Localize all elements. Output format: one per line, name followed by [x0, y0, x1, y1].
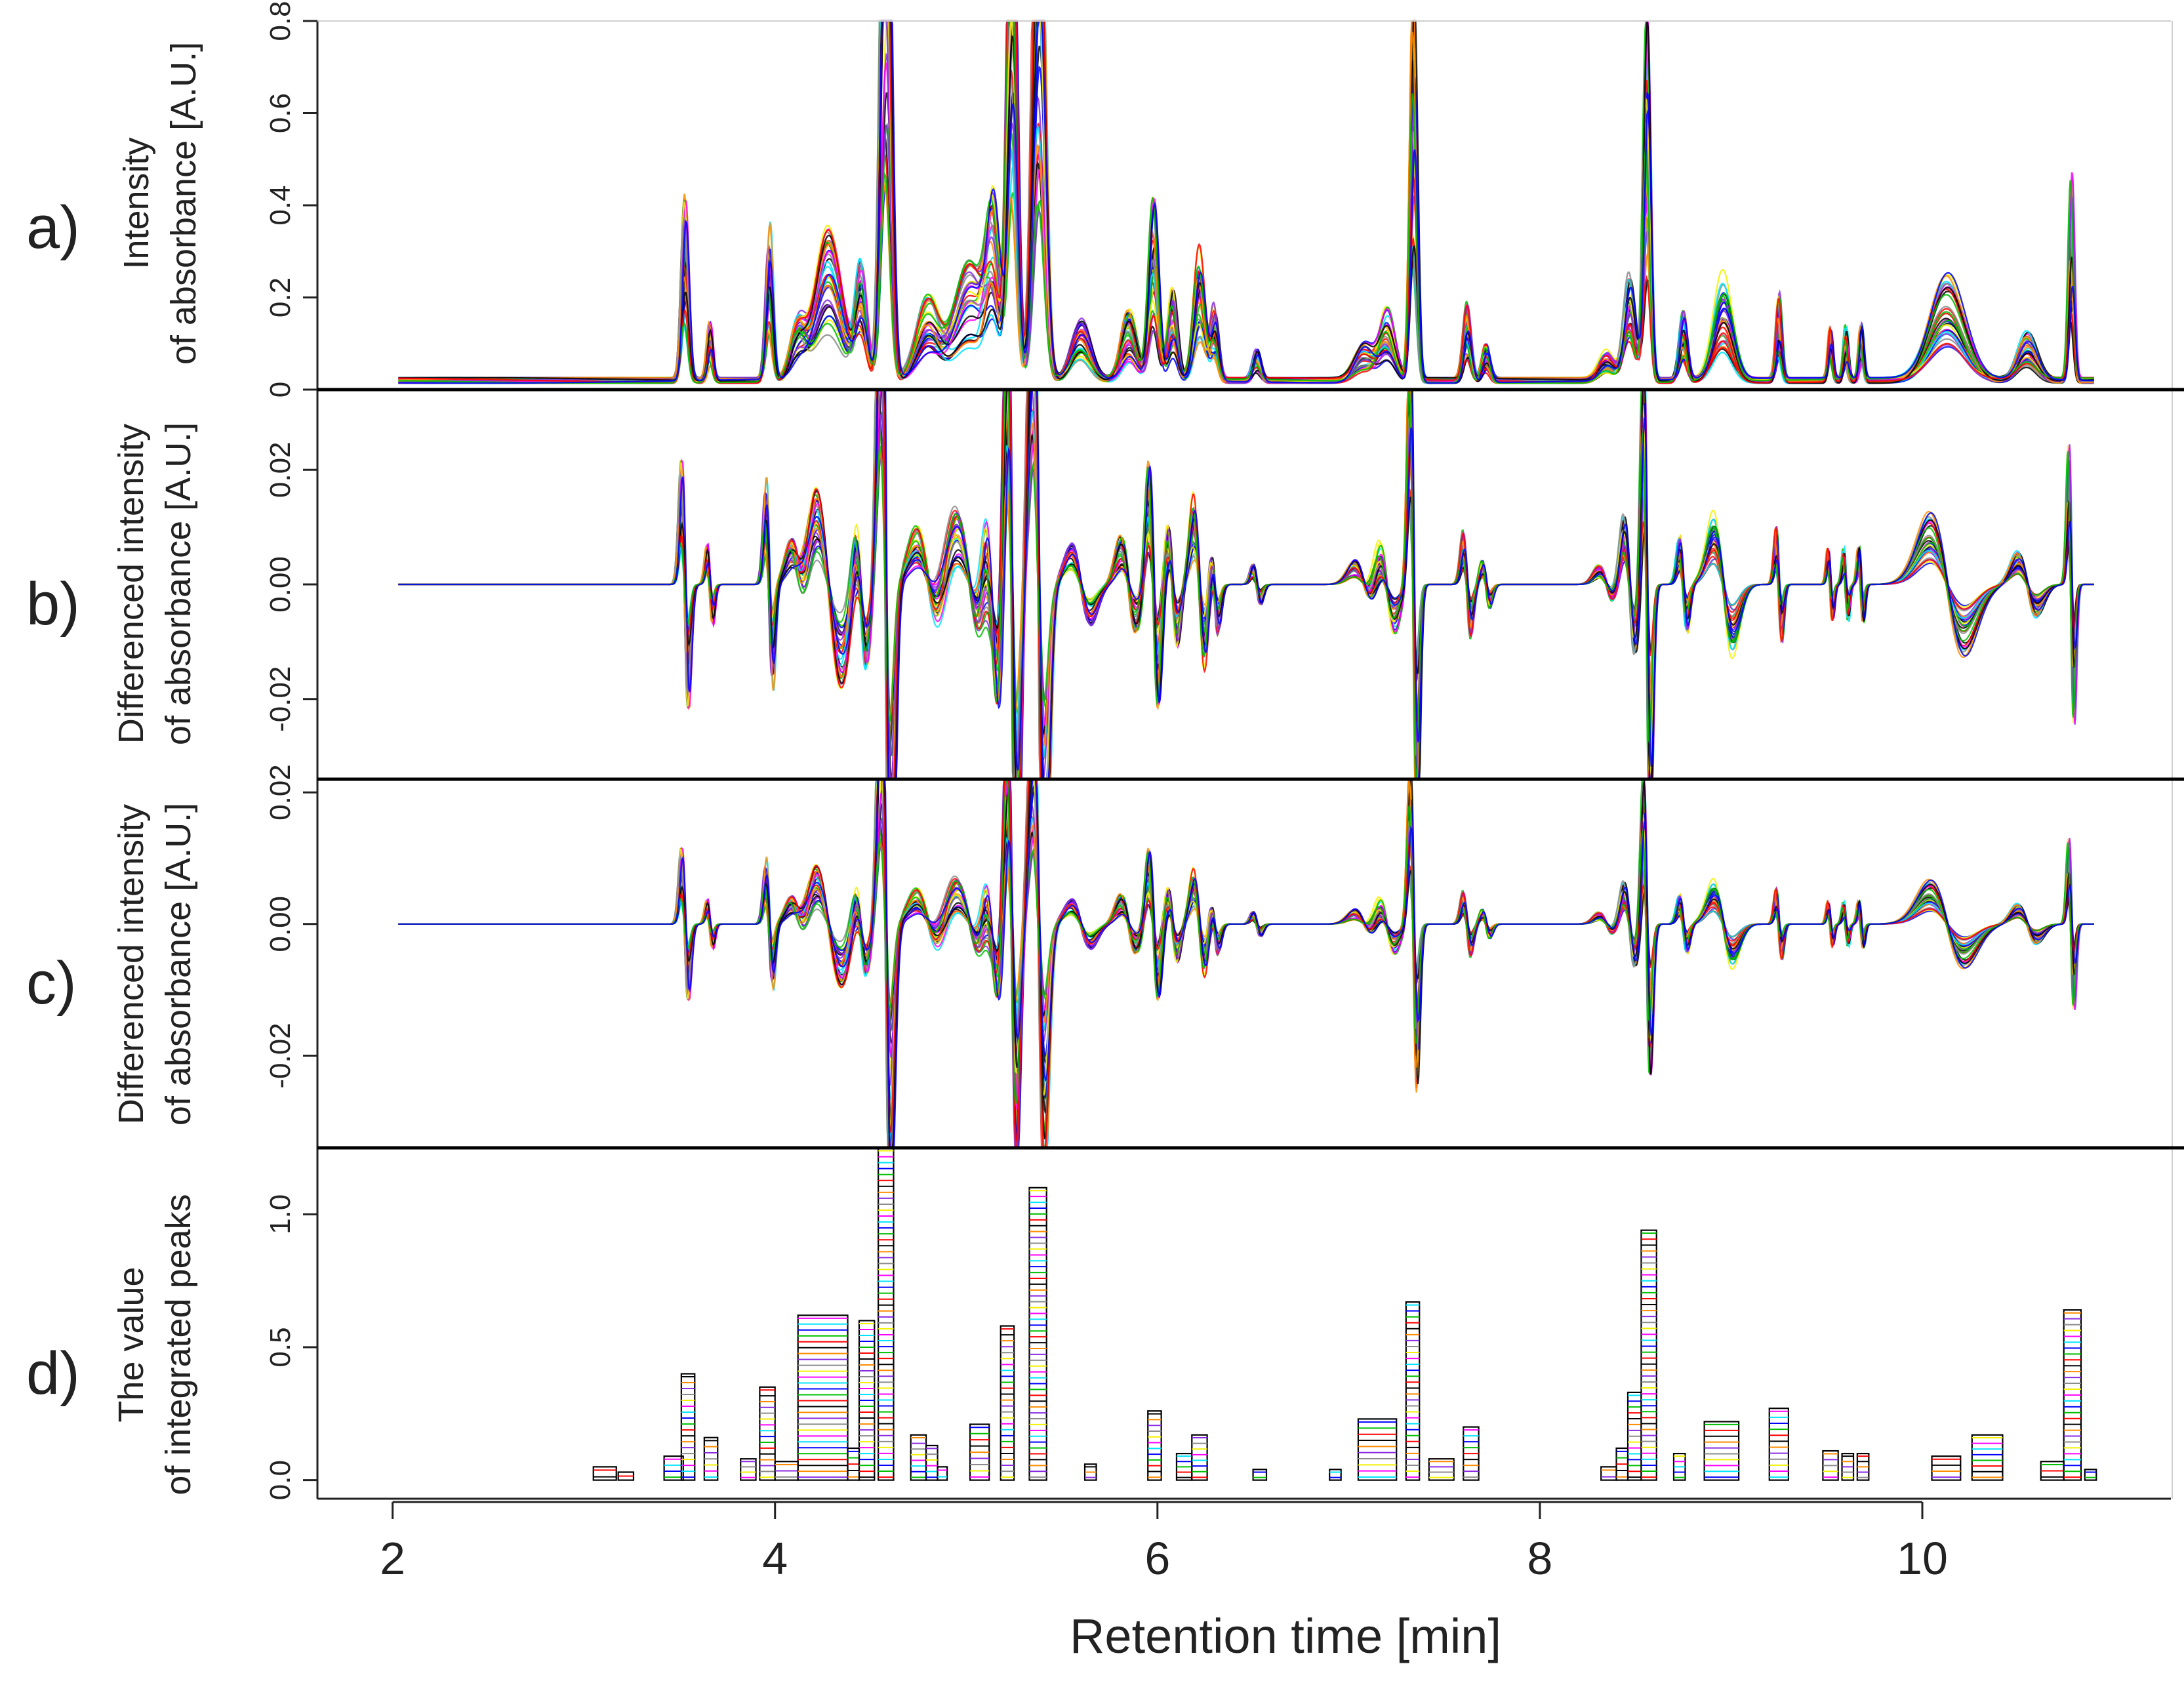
panel-c-yticks: -0.02 0.00 0.02	[264, 764, 319, 1148]
panel-d-y-tick-label: 1.0	[264, 1194, 296, 1234]
panel-d-bars	[592, 1147, 2097, 1481]
panel-b-y-tick-label: 0.02	[264, 441, 296, 498]
panel-a-traces	[398, 19, 2094, 384]
panel-frames	[317, 20, 2184, 1500]
panel-c-y-tick-label: -0.02	[264, 1023, 296, 1088]
panel-d-bar	[2084, 1469, 2097, 1481]
panel-d-ylabel-line1: The value	[111, 1267, 151, 1422]
panel-d-yticks: 0.0 0.5 1.0	[264, 1148, 319, 1500]
panel-a-ylabel-line2: of absorbance [A.U.]	[164, 42, 203, 365]
panel-c: c) Differenced intensity of absorbance […	[26, 764, 2094, 1149]
panel-d-bar	[1768, 1408, 1790, 1481]
panel-a-y-tick-label: 0	[264, 382, 296, 397]
panel-d-bar	[1028, 1187, 1047, 1481]
panel-d-bar	[925, 1444, 939, 1481]
panel-d-bar	[1640, 1229, 1657, 1481]
panel-a: a) Intensity of absorbance [A.U.] 0 0.2 0.…	[26, 1, 2094, 397]
panel-d-bar	[592, 1466, 617, 1481]
panel-d-bar	[797, 1314, 849, 1481]
panel-d-bar	[1405, 1301, 1421, 1481]
panel-c-traces	[398, 778, 2094, 1149]
panel-d-bar	[1191, 1434, 1208, 1481]
x-tick-label: 10	[1897, 1533, 1948, 1584]
panel-a-yticks: 0 0.2 0.4 0.6 0.8	[264, 1, 319, 397]
panel-d-bar	[1000, 1325, 1015, 1481]
panel-a-y-tick-label: 0.6	[264, 93, 296, 133]
panel-d-label: d)	[26, 1340, 80, 1407]
panel-a-label: a)	[26, 194, 80, 261]
panel-c-series-line	[398, 778, 2094, 1149]
panel-b: b) Differenced intensity of absorbance […	[26, 388, 2094, 781]
panel-a-y-tick-label: 0.2	[264, 277, 296, 317]
panel-a-y-tick-label: 0.8	[264, 1, 296, 41]
panel-d-bar	[740, 1458, 757, 1481]
x-tick-label: 6	[1144, 1533, 1170, 1584]
panel-d-bar	[1428, 1458, 1455, 1481]
panel-d-y-tick-label: 0.0	[264, 1460, 296, 1500]
panel-b-yticks: -0.02 0.00 0.02	[264, 390, 319, 779]
panel-d-bar	[1252, 1469, 1268, 1481]
panel-d-bar	[1931, 1455, 1962, 1481]
panel-d: d) The value of integrated peaks 0.0 0.5 1…	[26, 1147, 2097, 1500]
panel-d-bar	[1329, 1469, 1342, 1481]
x-axis: 2 4 6 8 10	[380, 1501, 1948, 1584]
panel-a-y-tick-label: 0.4	[264, 185, 296, 225]
panel-d-bar	[680, 1373, 696, 1481]
x-axis-label: Retention time [min]	[1070, 1609, 1501, 1663]
panel-b-y-tick-label: -0.02	[264, 666, 296, 732]
panel-b-ylabel-line2: of absorbance [A.U.]	[159, 422, 198, 745]
panel-c-label: c)	[26, 950, 77, 1017]
panel-c-y-tick-label: 0.02	[264, 764, 296, 821]
panel-b-ylabel-line1: Differenced intensity	[111, 424, 151, 744]
panel-d-bar	[1357, 1418, 1398, 1481]
panel-c-ylabel-line1: Differenced intensity	[111, 804, 151, 1124]
panel-b-label: b)	[26, 571, 80, 638]
panel-d-bar	[937, 1466, 948, 1481]
panel-c-ylabel-line2: of absorbance [A.U.]	[159, 803, 198, 1126]
panel-a-series-line	[398, 20, 2094, 384]
panel-d-bar	[759, 1386, 776, 1481]
x-tick-label: 8	[1527, 1533, 1552, 1584]
x-tick-label: 2	[380, 1533, 405, 1584]
panel-d-bar	[1147, 1410, 1162, 1481]
panel-d-ylabel-line2: of integrated peaks	[159, 1194, 198, 1495]
panel-d-bar	[1703, 1421, 1740, 1481]
panel-d-y-tick-label: 0.5	[264, 1327, 296, 1367]
panel-b-series-line	[398, 388, 2094, 781]
panel-d-bar	[1971, 1434, 2004, 1481]
panel-c-y-tick-label: 0.00	[264, 896, 296, 952]
panel-b-traces	[398, 388, 2094, 781]
panel-b-y-tick-label: 0.00	[264, 556, 296, 613]
panel-d-bar	[663, 1455, 684, 1481]
x-tick-label: 4	[762, 1533, 788, 1584]
panel-a-ylabel-line1: Intensity	[117, 137, 156, 269]
